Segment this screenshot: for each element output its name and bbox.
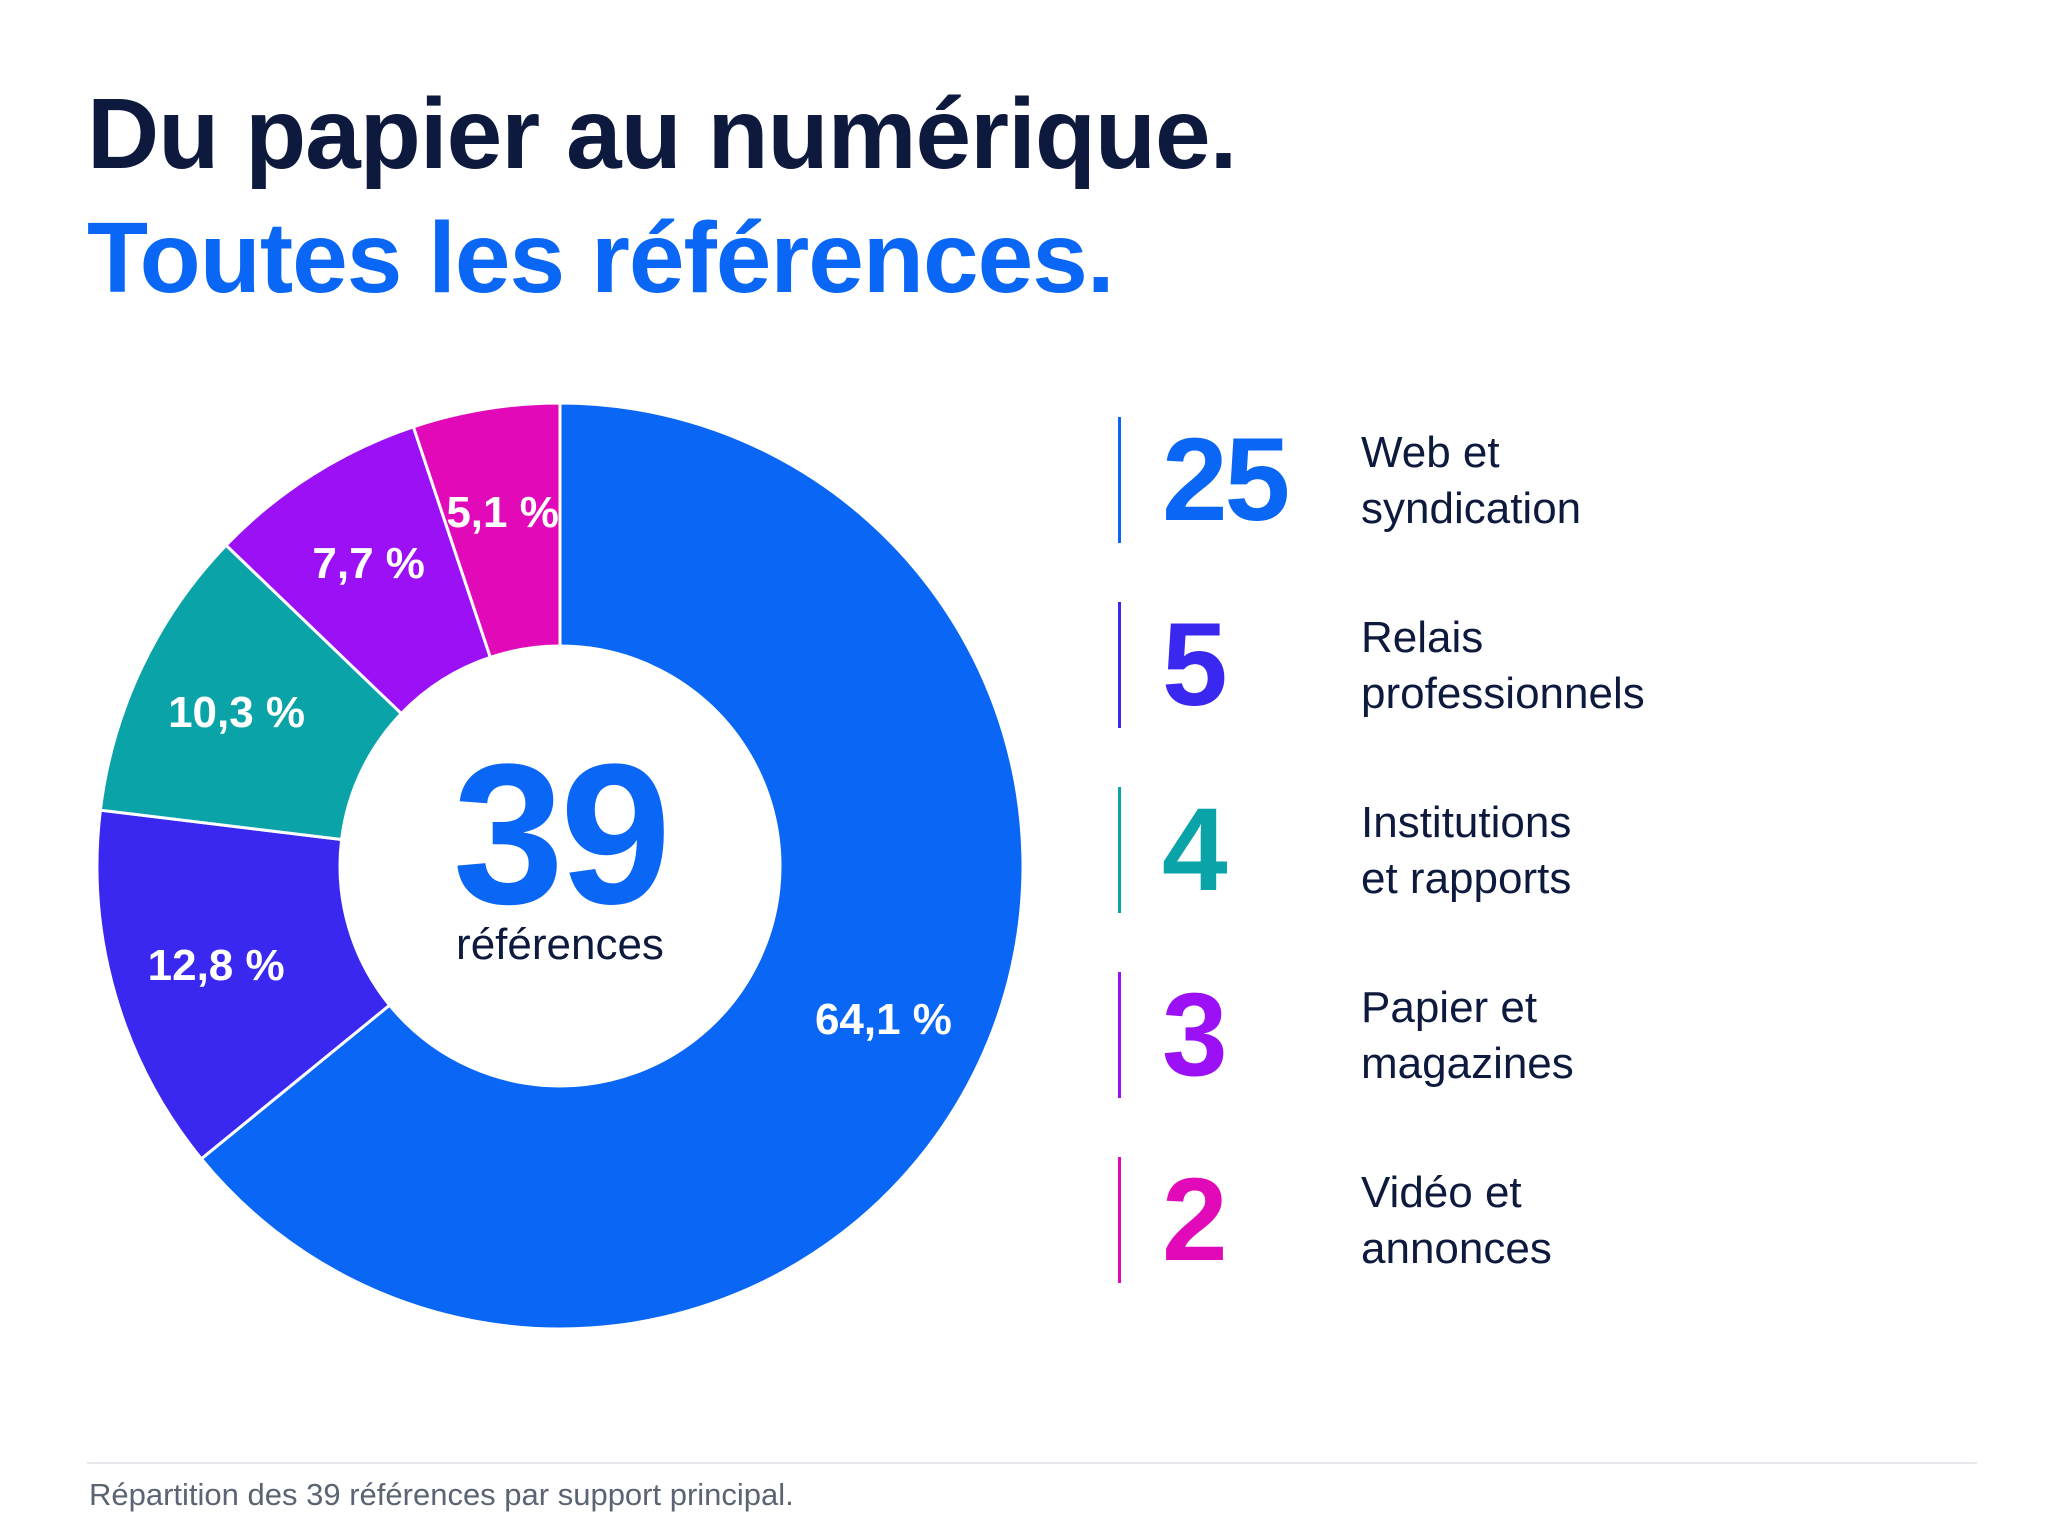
donut-slice-video — [411, 401, 562, 659]
legend-label-line-2: magazines — [1361, 1039, 1574, 1088]
title-line-2: Toutes les références. — [87, 202, 1115, 314]
legend-label-line-1: Institutions — [1361, 798, 1572, 847]
legend-count: 2 — [1162, 1154, 1228, 1286]
legend-color-bar — [1118, 417, 1121, 543]
center-total-number: 39 — [453, 723, 667, 946]
legend-label: Institutions et rapports — [1361, 795, 1571, 907]
slice-labels: 64,1 % 12,8 % 10,3 % 7,7 % 5,1 % — [148, 488, 952, 1044]
legend-label: Relais professionnels — [1361, 610, 1645, 722]
legend-count: 3 — [1162, 969, 1228, 1101]
legend-color-bar — [1118, 602, 1121, 728]
legend-color-bar — [1118, 972, 1121, 1098]
legend-label: Vidéo et annonces — [1361, 1165, 1552, 1277]
legend-count: 25 — [1162, 414, 1290, 546]
donut-slice-web — [199, 401, 1025, 1331]
legend-label-line-1: Papier et — [1361, 983, 1538, 1032]
legend-label-line-1: Relais — [1361, 613, 1484, 662]
legend-label-line-2: syndication — [1361, 484, 1582, 533]
slice-label-video: 5,1 % — [446, 488, 559, 537]
legend-color-bar — [1118, 1157, 1121, 1283]
legend-item-video: 2 Vidéo et annonces — [1118, 1157, 1918, 1283]
legend: 25 Web et syndication 5 Relais professio… — [1118, 417, 1918, 1342]
footer-divider — [87, 1462, 1977, 1464]
donut-slice-relais — [95, 808, 392, 1161]
legend-label-line-1: Vidéo et — [1361, 1168, 1522, 1217]
footnote: Répartition des 39 références par suppor… — [89, 1477, 794, 1512]
donut-slice-institutions — [98, 543, 403, 841]
legend-label-line-2: annonces — [1361, 1224, 1552, 1273]
legend-item-papier: 3 Papier et magazines — [1118, 972, 1918, 1098]
legend-count: 5 — [1162, 599, 1228, 731]
donut-slices — [95, 401, 1025, 1331]
center-caption: références — [456, 920, 664, 969]
slice-label-institutions: 10,3 % — [168, 688, 305, 737]
slice-label-web: 64,1 % — [815, 995, 952, 1044]
slice-label-relais: 12,8 % — [148, 941, 285, 990]
legend-color-bar — [1118, 787, 1121, 913]
title-line-1: Du papier au numérique. — [87, 78, 1237, 190]
legend-label-line-2: professionnels — [1361, 669, 1645, 718]
page-title: Du papier au numérique. Toutes les référ… — [87, 72, 1237, 320]
legend-label: Web et syndication — [1361, 425, 1581, 537]
legend-item-web: 25 Web et syndication — [1118, 417, 1918, 543]
legend-count: 4 — [1162, 784, 1228, 916]
legend-item-relais: 5 Relais professionnels — [1118, 602, 1918, 728]
legend-label-line-2: et rapports — [1361, 854, 1572, 903]
slice-label-papier: 7,7 % — [312, 539, 425, 588]
legend-item-institutions: 4 Institutions et rapports — [1118, 787, 1918, 913]
legend-label: Papier et magazines — [1361, 980, 1574, 1092]
legend-label-line-1: Web et — [1361, 428, 1500, 477]
